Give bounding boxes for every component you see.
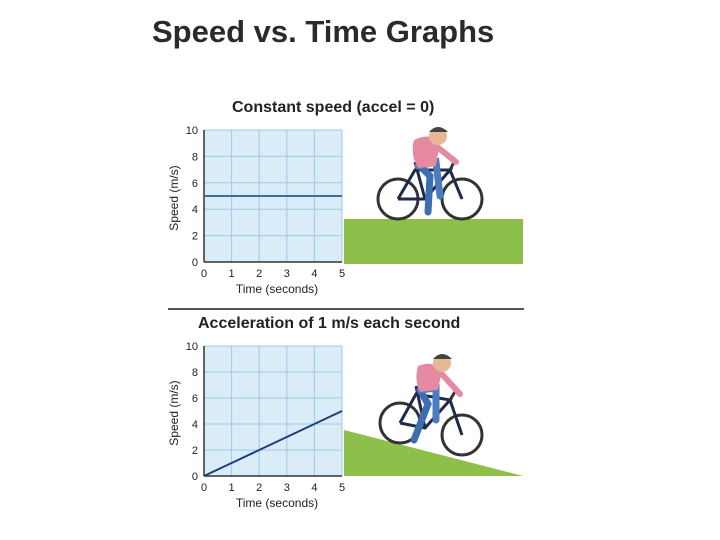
x-tick-label: 2 [256, 482, 262, 494]
chart-2: 0 2 4 6 8 10 0 1 2 3 4 5 Time (seconds) Speed (m/s) [167, 341, 345, 510]
y-tick-label: 4 [192, 204, 198, 216]
x-tick-label: 0 [201, 482, 207, 494]
slide-title: Speed vs. Time Graphs [152, 14, 495, 49]
y-tick-label: 0 [192, 471, 198, 483]
x-tick-label: 4 [311, 268, 317, 280]
x-tick-label: 3 [284, 482, 290, 494]
y-tick-label: 2 [192, 231, 198, 243]
series-line [203, 410, 343, 477]
panel-divider [168, 308, 524, 310]
y-tick-label: 6 [192, 178, 198, 190]
x-tick-label: 2 [256, 268, 262, 280]
x-tick-label: 1 [229, 482, 235, 494]
chart-1: 0 2 4 6 8 10 0 1 2 3 4 5 Time (seconds) Speed (m/s) [167, 125, 345, 296]
chart-2-title: Acceleration of 1 m/s each second [198, 315, 461, 332]
plot-area [204, 346, 342, 476]
y-axis-label: Speed (m/s) [167, 380, 181, 445]
y-tick-label: 10 [186, 341, 198, 353]
x-tick-label: 5 [339, 482, 345, 494]
chart-1-title: Constant speed (accel = 0) [232, 99, 435, 116]
y-tick-label: 6 [192, 393, 198, 405]
x-axis-label: Time (seconds) [236, 496, 318, 510]
cyclist-downhill-icon [378, 354, 484, 457]
y-tick-label: 2 [192, 445, 198, 457]
x-tick-label: 1 [229, 268, 235, 280]
x-tick-label: 0 [201, 268, 207, 280]
y-tick-label: 0 [192, 257, 198, 269]
x-axis-label: Time (seconds) [236, 282, 318, 296]
y-tick-label: 8 [192, 151, 198, 163]
y-tick-label: 8 [192, 367, 198, 379]
x-tick-label: 4 [311, 482, 317, 494]
y-axis-label: Speed (m/s) [167, 165, 181, 230]
y-tick-label: 10 [186, 125, 198, 137]
y-tick-label: 4 [192, 419, 198, 431]
flat-ground [344, 219, 523, 264]
downhill-slope [344, 430, 523, 476]
x-tick-label: 5 [339, 268, 345, 280]
x-tick-label: 3 [284, 268, 290, 280]
cyclist-flat-icon [376, 127, 484, 221]
